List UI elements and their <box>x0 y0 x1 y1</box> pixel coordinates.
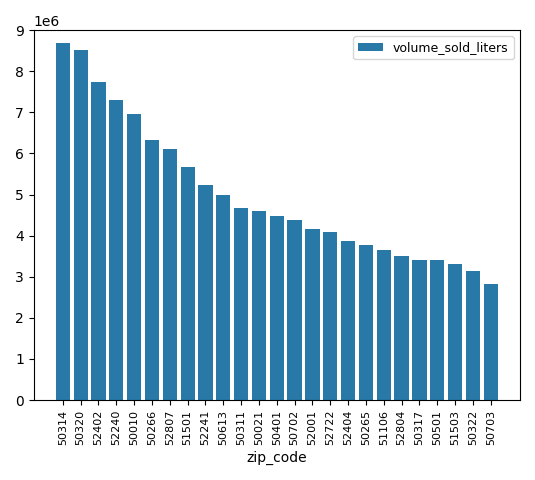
Bar <box>412 260 426 400</box>
Bar <box>73 50 88 400</box>
Bar <box>163 149 177 400</box>
Bar <box>466 271 480 400</box>
X-axis label: zip_code: zip_code <box>247 451 307 465</box>
Bar <box>323 232 338 400</box>
Bar <box>198 185 212 400</box>
Bar <box>252 211 266 400</box>
Bar <box>448 264 462 400</box>
Bar <box>127 114 141 400</box>
Bar <box>234 208 248 400</box>
Bar <box>91 82 105 400</box>
Bar <box>341 240 355 400</box>
Bar <box>56 43 70 400</box>
Bar <box>305 228 319 400</box>
Bar <box>109 100 124 400</box>
Bar <box>145 140 159 400</box>
Bar <box>216 194 231 400</box>
Bar <box>359 245 373 400</box>
Bar <box>180 167 195 400</box>
Bar <box>377 250 391 400</box>
Bar <box>484 284 498 400</box>
Bar <box>287 220 302 400</box>
Bar <box>394 256 409 400</box>
Legend: volume_sold_liters: volume_sold_liters <box>353 36 514 60</box>
Bar <box>430 260 445 400</box>
Bar <box>270 216 284 400</box>
